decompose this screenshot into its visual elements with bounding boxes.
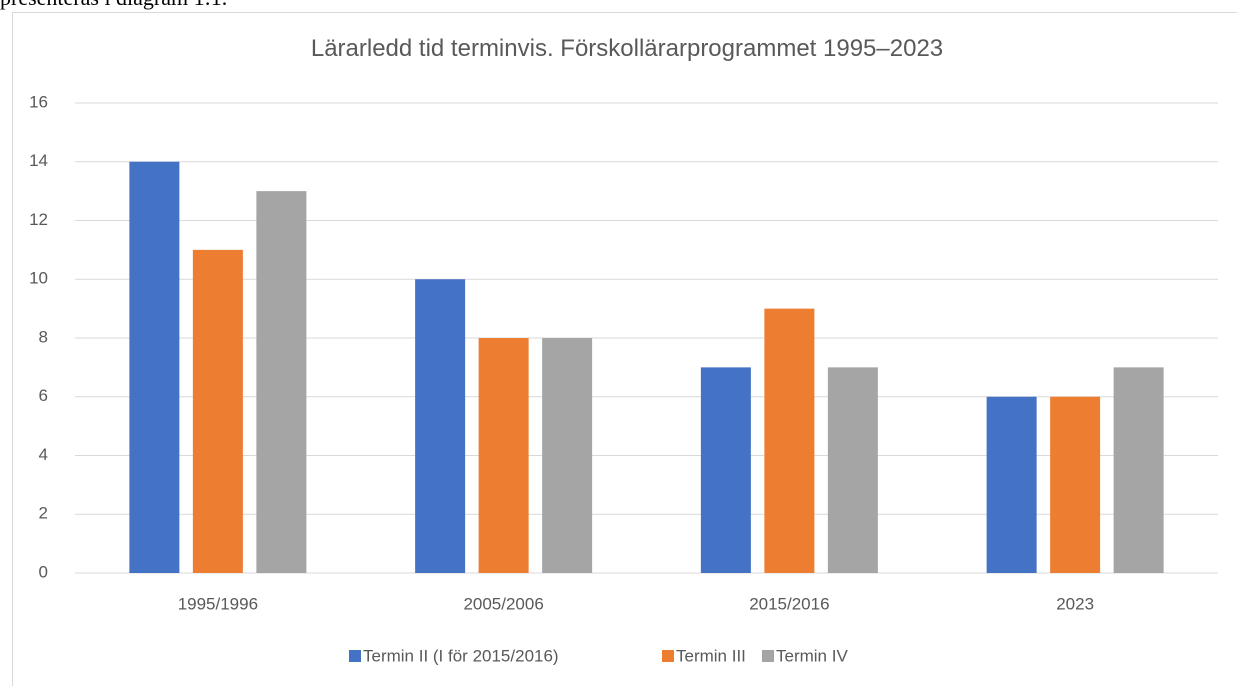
x-tick-label: 2005/2006	[463, 594, 543, 613]
bar	[1050, 396, 1101, 573]
bar	[256, 191, 307, 573]
y-tick-label: 4	[39, 445, 48, 464]
legend-label: Termin IV	[776, 646, 848, 665]
y-tick-label: 0	[39, 562, 48, 581]
bar	[1113, 367, 1164, 573]
x-tick-label: 1995/1996	[178, 594, 258, 613]
bar	[764, 308, 815, 573]
x-tick-label: 2015/2016	[749, 594, 829, 613]
legend-label: Termin III	[676, 646, 746, 665]
bar	[192, 249, 243, 573]
chart-title: Lärarledd tid terminvis. Förskollärarpro…	[311, 35, 943, 62]
chart-border	[12, 12, 1237, 686]
document-text: presenteras i diagram 1:1.	[0, 0, 227, 10]
bar	[700, 367, 751, 573]
bar	[542, 338, 593, 573]
y-tick-label: 2	[39, 504, 48, 523]
x-tick-label: 2023	[1056, 594, 1094, 613]
legend-swatch	[762, 650, 774, 662]
y-tick-label: 8	[39, 327, 48, 346]
y-tick-label: 14	[29, 151, 48, 170]
bar	[986, 396, 1037, 573]
y-tick-label: 10	[29, 269, 48, 288]
y-tick-label: 16	[29, 92, 48, 111]
y-tick-label: 12	[29, 210, 48, 229]
bar	[415, 279, 466, 573]
bar	[129, 161, 180, 573]
legend-swatch	[662, 650, 674, 662]
bar	[478, 338, 529, 573]
bar	[827, 367, 878, 573]
y-tick-label: 6	[39, 386, 48, 405]
legend-swatch	[349, 650, 361, 662]
legend-label: Termin II (I för 2015/2016)	[363, 646, 559, 665]
